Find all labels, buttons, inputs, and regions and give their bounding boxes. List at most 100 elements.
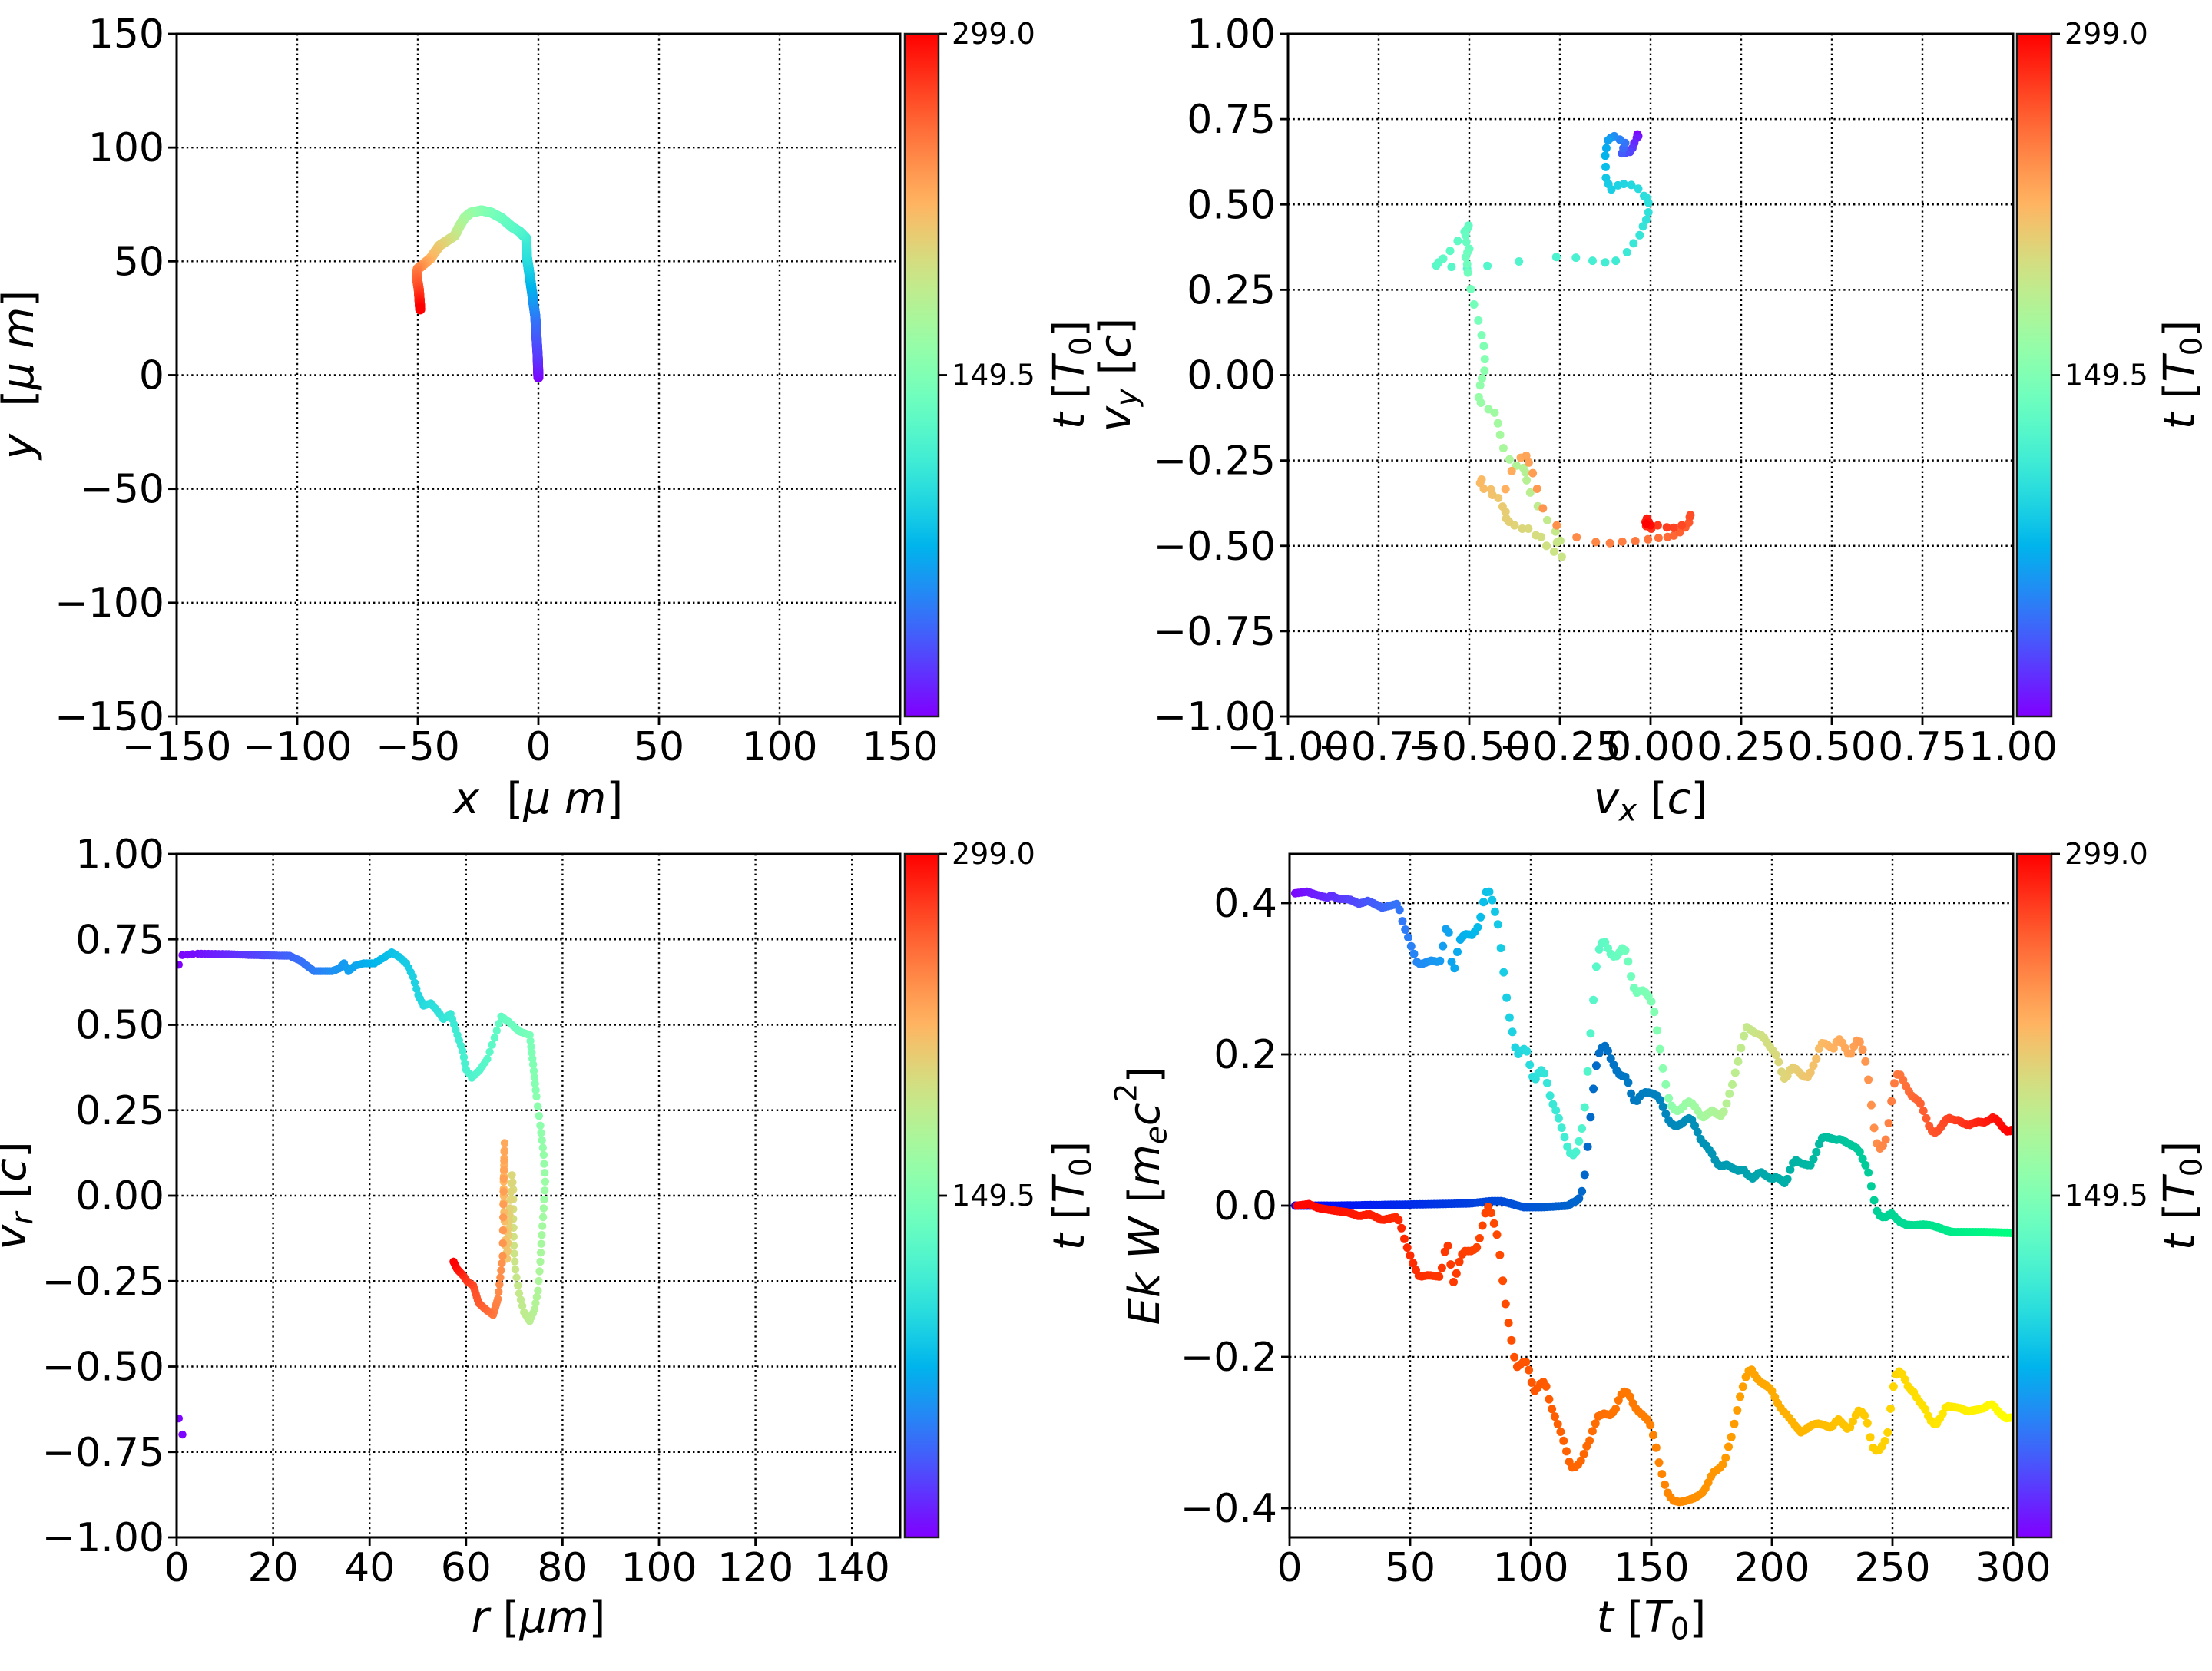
data-point xyxy=(1498,444,1508,453)
data-point xyxy=(1552,521,1561,530)
y-tick-label: −0.25 xyxy=(1154,438,1276,485)
data-point xyxy=(1507,1335,1516,1345)
x-tick-label: −0.75 xyxy=(1317,724,1439,770)
data-point xyxy=(1693,1127,1702,1137)
x-tick-label: −0.25 xyxy=(1498,724,1621,770)
x-tick-label: 0.75 xyxy=(1878,724,1967,770)
data-point xyxy=(539,1204,548,1213)
label-part: ] xyxy=(2155,320,2205,337)
data-point xyxy=(1443,1241,1452,1250)
data-point xyxy=(1635,230,1644,240)
data-point xyxy=(1655,1044,1664,1054)
data-point xyxy=(1461,230,1470,240)
label-part: [ xyxy=(489,1593,520,1643)
data-point xyxy=(2007,1126,2013,1134)
label-part: e xyxy=(1139,1126,1174,1144)
data-point xyxy=(527,1043,535,1051)
data-point xyxy=(1586,1113,1595,1122)
label-part: y xyxy=(1110,388,1144,407)
label-part: μ m xyxy=(0,307,44,391)
data-point xyxy=(1525,1365,1533,1375)
y-tick-label: −0.50 xyxy=(1154,524,1276,570)
data-point xyxy=(1728,1080,1737,1089)
data-point xyxy=(1771,1051,1780,1059)
data-point xyxy=(1644,534,1653,544)
data-point xyxy=(1627,972,1636,981)
data-point xyxy=(540,1195,548,1204)
data-point xyxy=(536,1121,545,1130)
data-point xyxy=(1644,208,1653,217)
data-point xyxy=(1589,995,1598,1004)
data-point xyxy=(529,1067,538,1075)
data-point xyxy=(1887,1097,1896,1106)
data-point xyxy=(1846,1049,1856,1058)
data-point xyxy=(537,1239,545,1248)
data-point xyxy=(1466,285,1475,293)
data-point xyxy=(177,1414,183,1423)
data-point xyxy=(1550,1412,1559,1421)
data-point xyxy=(1583,1142,1592,1151)
data-point xyxy=(528,1048,536,1057)
label-part: r xyxy=(5,1210,40,1225)
y-tick-label: 0 xyxy=(139,353,164,399)
colorbar-label: t [T0] xyxy=(2155,1141,2210,1251)
y-tick-label: −50 xyxy=(80,467,164,513)
y-tick-label: 0.4 xyxy=(1214,881,1277,927)
label-part: ] xyxy=(1120,1067,1170,1084)
data-point xyxy=(1480,366,1489,376)
data-point xyxy=(1538,504,1548,513)
data-point xyxy=(512,1273,521,1282)
data-point xyxy=(1527,1378,1536,1387)
data-point xyxy=(1601,151,1610,160)
data-point xyxy=(497,1266,505,1275)
series-1 xyxy=(1291,1041,2013,1237)
data-point xyxy=(1644,198,1653,207)
data-point xyxy=(1398,917,1407,926)
x-tick-label: 20 xyxy=(248,1545,299,1591)
data-point xyxy=(1502,514,1511,523)
data-point xyxy=(1435,1272,1444,1281)
data-point xyxy=(483,1054,492,1064)
data-point xyxy=(1545,1395,1554,1404)
data-point xyxy=(1869,1123,1879,1133)
data-point xyxy=(490,1034,499,1042)
data-point xyxy=(1611,1405,1620,1414)
data-point xyxy=(1661,1080,1671,1089)
data-point xyxy=(1450,964,1459,973)
label-part: Ek W xyxy=(1120,1215,1170,1325)
x-tick-label: 50 xyxy=(1385,1545,1435,1591)
data-point xyxy=(1649,1431,1657,1440)
label-part: t xyxy=(1045,411,1094,429)
data-point xyxy=(1864,1168,1873,1177)
data-point xyxy=(415,304,426,315)
x-tick-label: 40 xyxy=(344,1545,395,1591)
colorbar-gradient xyxy=(905,854,939,1537)
data-point xyxy=(538,1143,547,1152)
y-tick-label: 0.0 xyxy=(1214,1183,1277,1229)
data-point xyxy=(511,1265,520,1274)
label-part: T xyxy=(2155,353,2205,382)
colorbar-tick-label: 299.0 xyxy=(952,17,1035,51)
data-point xyxy=(1479,342,1488,351)
data-point xyxy=(528,1054,537,1063)
data-point xyxy=(1646,1421,1655,1430)
x-tick-label: −150 xyxy=(122,724,232,770)
data-point xyxy=(1730,1068,1740,1077)
label-part: t xyxy=(1597,1593,1615,1643)
data-point xyxy=(1528,468,1538,478)
y-tick-label: −1.00 xyxy=(1154,694,1276,740)
data-point xyxy=(1588,256,1597,266)
data-point xyxy=(1601,258,1610,267)
data-point xyxy=(1493,920,1502,929)
data-point xyxy=(1495,1250,1505,1259)
data-point xyxy=(1607,185,1616,194)
data-point xyxy=(1501,1299,1510,1309)
data-point xyxy=(1498,1276,1508,1286)
data-point xyxy=(178,1430,187,1439)
y-tick-label: 1.00 xyxy=(1187,12,1276,58)
colorbar: 149.5 299.0 t [T0] xyxy=(903,17,1098,718)
data-point xyxy=(1522,1358,1531,1367)
series-0 xyxy=(1291,887,2013,1160)
label-part: c xyxy=(1120,1102,1170,1126)
y-tick-label: 1.00 xyxy=(75,832,164,878)
